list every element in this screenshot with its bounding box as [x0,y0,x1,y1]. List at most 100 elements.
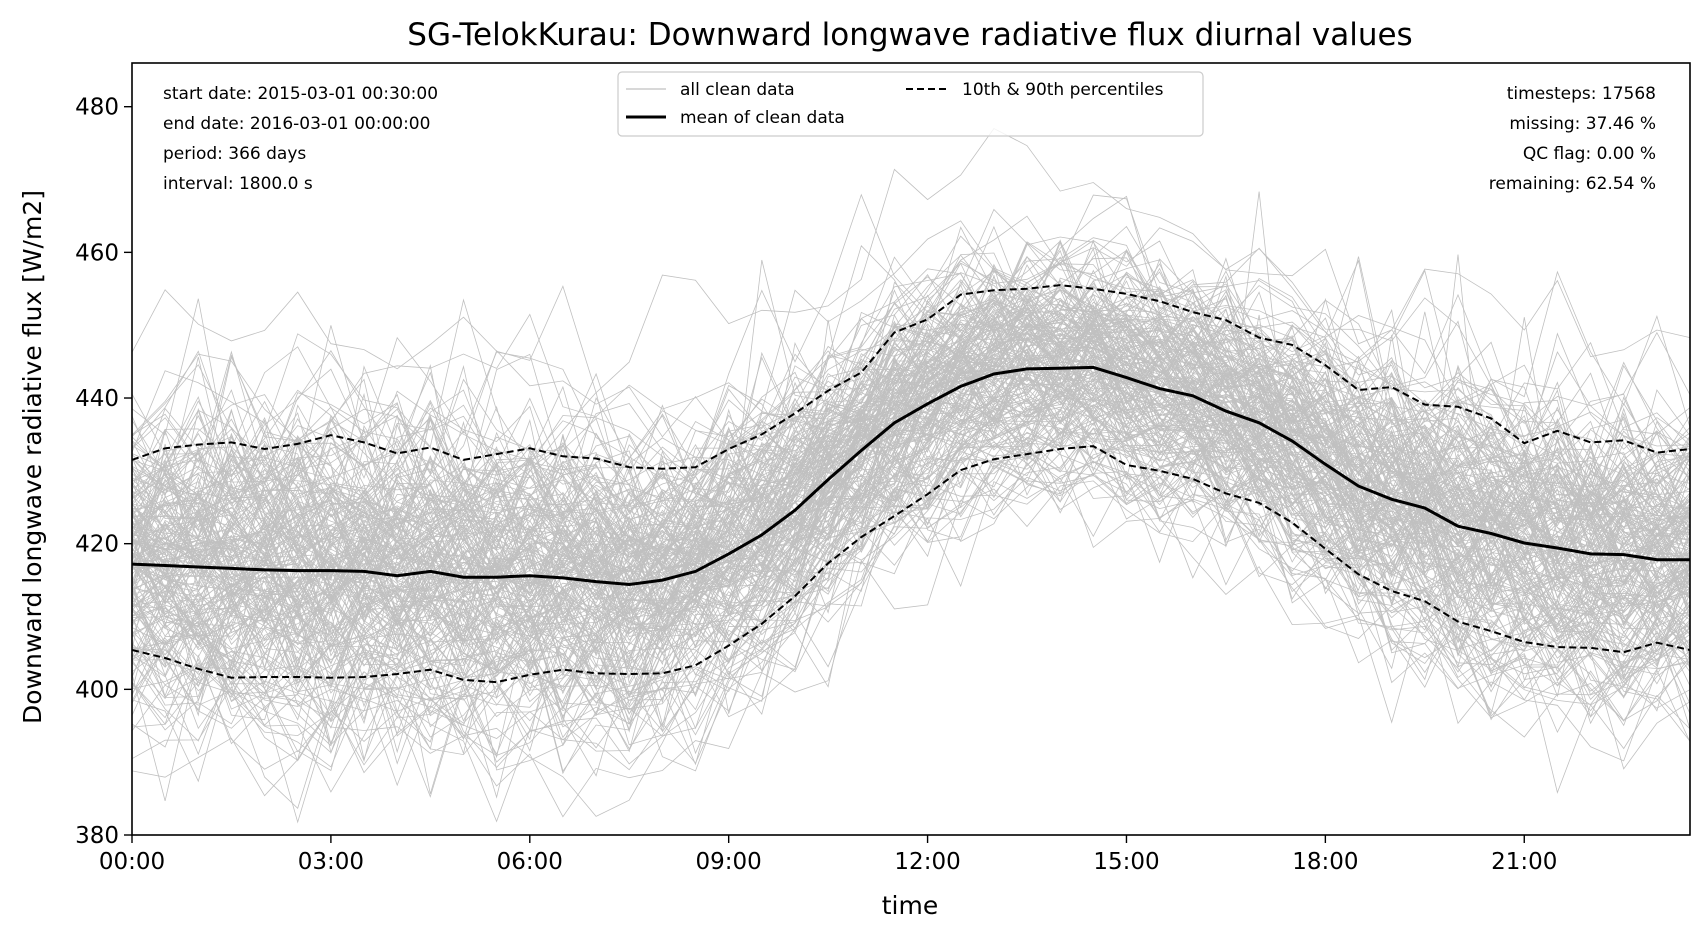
x-tick-label: 18:00 [1292,849,1358,875]
background-trace-line [132,422,1690,726]
x-axis-label: time [882,891,938,920]
background-trace-line [132,322,1690,642]
background-trace-line [132,422,1690,750]
y-tick-label: 400 [75,677,119,703]
info-right-line: missing: 37.46 % [1509,114,1656,134]
background-trace-line [132,350,1690,721]
background-trace-line [132,399,1690,755]
plot-area [132,127,1690,824]
y-tick-label: 460 [75,240,119,266]
background-trace-line [132,256,1690,517]
legend-label-all-clean: all clean data [680,80,795,100]
background-trace-line [132,237,1690,517]
y-tick-label: 420 [75,532,119,558]
background-trace-line [132,240,1690,551]
background-trace-line [132,281,1690,615]
x-tick-label: 21:00 [1491,849,1557,875]
background-trace-line [132,365,1690,721]
legend-label-percentiles: 10th & 90th percentiles [962,80,1164,100]
y-tick-label: 380 [75,823,119,849]
background-trace-line [132,347,1690,672]
background-trace-line [132,287,1690,610]
info-right-line: timesteps: 17568 [1507,84,1656,104]
background-trace-line [132,307,1690,624]
x-tick-label: 00:00 [99,849,165,875]
background-trace-line [132,423,1690,753]
x-axis: 00:00 03:00 06:00 09:00 12:00 15:00 18:00 21:00 [99,835,1557,875]
background-trace-line [132,311,1690,590]
x-tick-label: 09:00 [696,849,762,875]
background-trace-line [132,239,1690,573]
legend-box [617,71,1204,137]
percentile-10-line [132,445,1690,684]
background-trace-line [132,127,1690,394]
legend-label-mean: mean of clean data [680,108,845,128]
background-trace-line [132,400,1690,728]
y-axis-label: Downward longwave radiative flux [W/m2] [18,190,47,724]
info-left-line: interval: 1800.0 s [163,174,313,194]
background-trace-line [132,380,1690,690]
background-trace-line [132,391,1690,741]
background-trace-line [132,369,1690,725]
y-tick-label: 480 [75,95,119,121]
x-tick-label: 06:00 [497,849,563,875]
background-trace-line [132,195,1690,440]
background-trace-line [132,194,1690,480]
background-trace-line [132,404,1690,777]
background-trace-line [132,355,1690,735]
y-axis: 380 400 420 440 460 480 [75,95,132,849]
background-trace-line [132,414,1690,768]
background-trace-line [132,263,1690,539]
percentile-90-line [132,284,1690,470]
background-trace-line [132,385,1690,699]
plot-frame [131,62,1691,836]
background-trace-line [132,455,1690,810]
background-trace-line [132,461,1690,802]
background-trace-line [132,268,1690,552]
background-trace-line [132,311,1690,633]
info-right-line: remaining: 62.54 % [1489,174,1656,194]
background-trace-line [132,295,1690,606]
info-left-line: period: 366 days [163,144,306,164]
info-left-line: start date: 2015-03-01 00:30:00 [163,84,438,104]
background-trace-line [132,427,1690,725]
background-trace-line [132,302,1690,581]
background-trace-line [132,451,1690,744]
background-trace-line [132,254,1690,668]
info-right: timesteps: 17568 missing: 37.46 % QC flag:… [1489,84,1656,194]
background-trace-line [132,303,1690,629]
background-trace-line [132,441,1690,824]
y-tick-label: 440 [75,386,119,412]
background-trace-line [132,307,1690,541]
x-tick-label: 03:00 [298,849,364,875]
background-trace-line [132,286,1690,551]
legend: all clean data 10th & 90th percentiles m… [617,71,1204,137]
background-trace-line [132,335,1690,677]
background-trace-line [132,356,1690,657]
x-tick-label: 12:00 [894,849,960,875]
info-left-line: end date: 2016-03-01 00:00:00 [163,114,430,134]
background-trace-line [132,419,1690,783]
background-trace-line [132,467,1690,817]
background-trace-line [132,236,1690,486]
background-trace-line [132,327,1690,628]
background-trace-line [132,420,1690,771]
background-trace-line [132,324,1690,673]
background-trace-line [132,427,1690,775]
background-trace-line [132,312,1690,590]
series-lines [132,284,1690,684]
info-left: start date: 2015-03-01 00:30:00 end date:… [163,84,438,194]
background-trace-line [132,285,1690,563]
chart-title: SG-TelokKurau: Downward longwave radiati… [407,17,1412,53]
background-trace-line [132,225,1690,505]
background-trace-line [132,324,1690,614]
background-trace-line [132,340,1690,645]
background-trace-line [132,245,1690,579]
mean-line [132,365,1690,587]
background-trace-line [132,357,1690,722]
background-trace-line [132,319,1690,615]
background-trace-line [132,208,1690,517]
background-trace-line [132,259,1690,558]
background-trace-line [132,344,1690,683]
